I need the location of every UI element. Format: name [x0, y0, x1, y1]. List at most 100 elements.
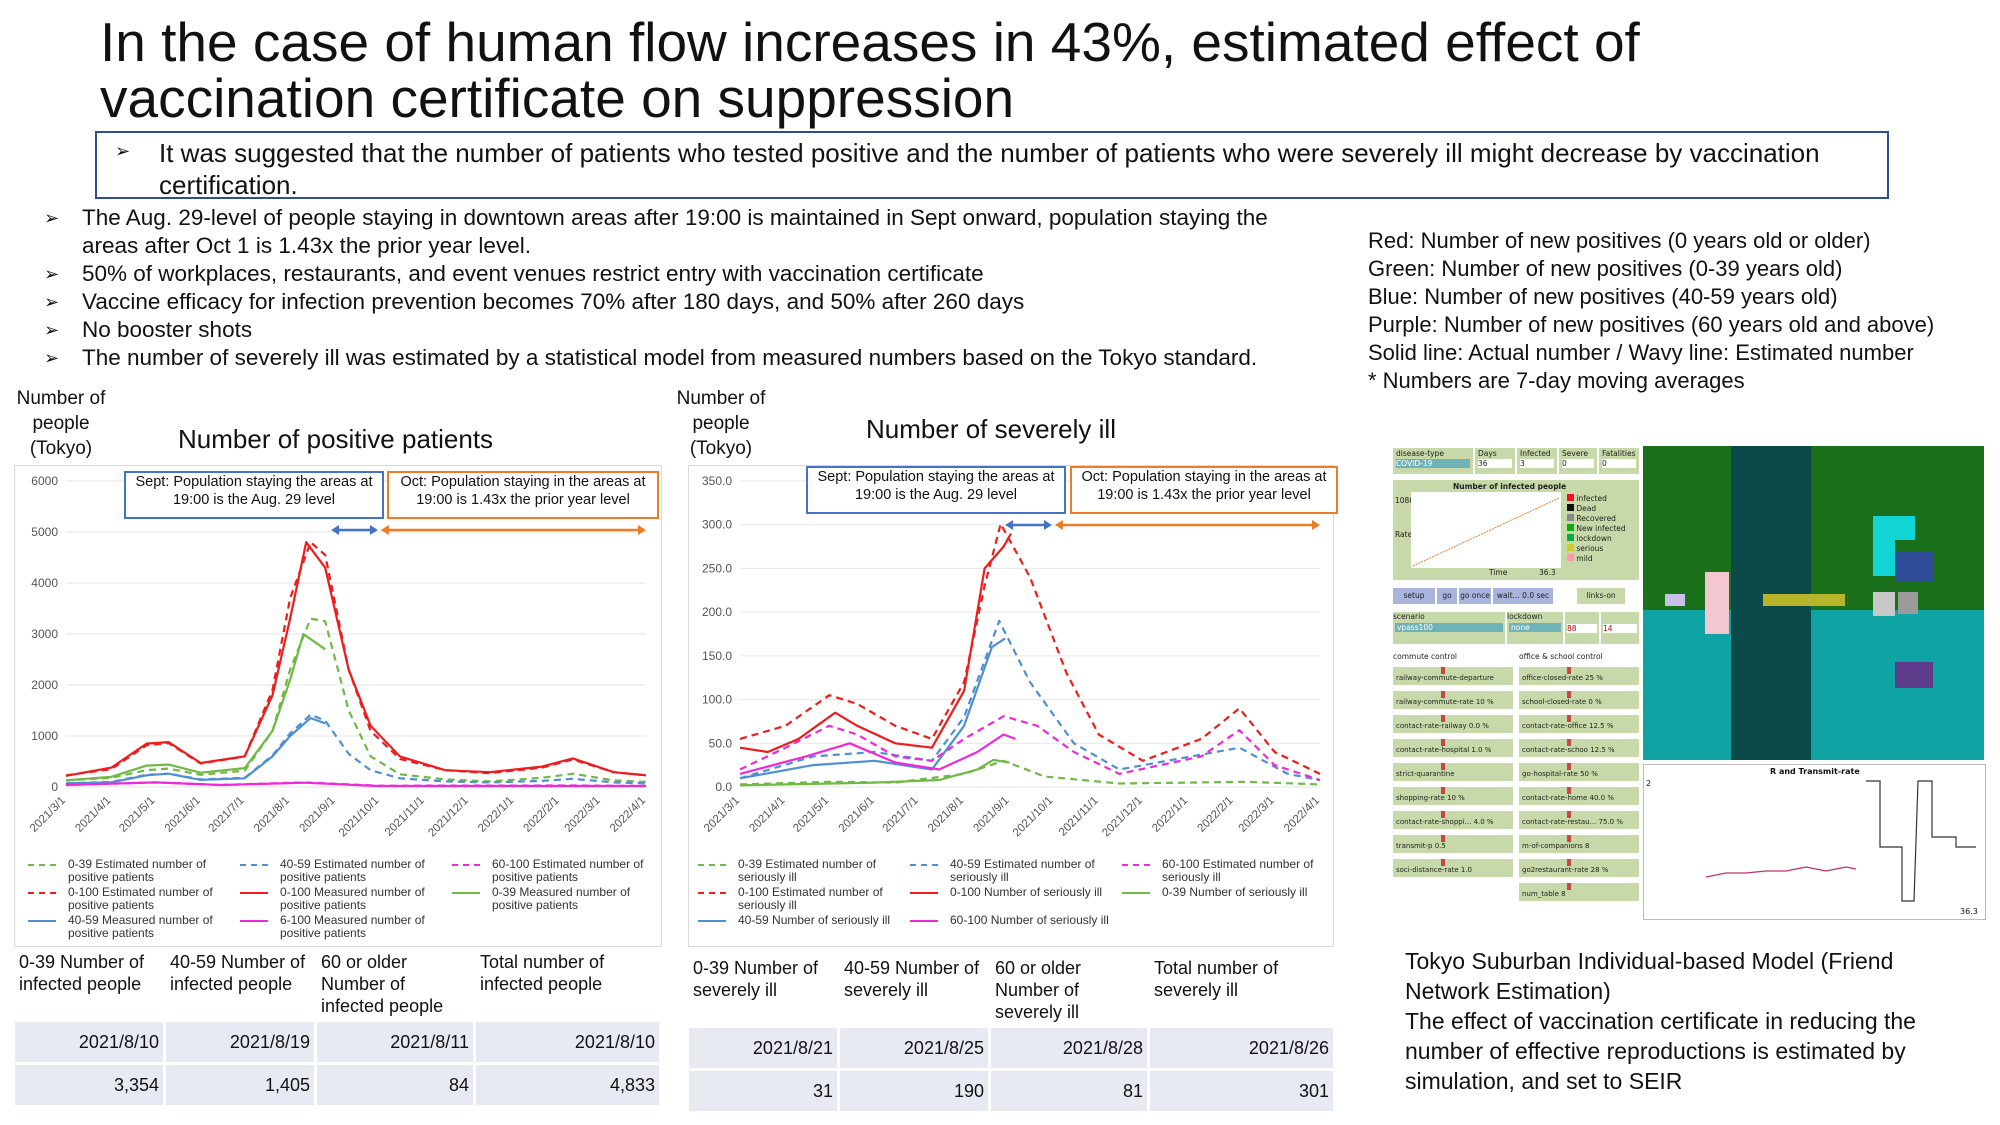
chart-positive-frame — [14, 465, 662, 947]
sim-infected-plot: Number of infected people 1080 Rate Time… — [1393, 480, 1639, 580]
sim-slider[interactable]: soci-distance-rate 1.0 — [1393, 859, 1513, 877]
bullet-text: 50% of workplaces, restaurants, and even… — [82, 261, 984, 286]
sim-slider[interactable]: school-closed-rate 0 % — [1519, 691, 1639, 709]
slider-knob[interactable] — [1567, 859, 1571, 866]
slider-knob[interactable] — [1441, 715, 1445, 722]
table-cell-value: 190 — [840, 1071, 988, 1111]
legend-swatch — [452, 864, 480, 866]
sim-slider[interactable]: contact-rate-home 40.0 % — [1519, 787, 1639, 805]
slider-knob[interactable] — [1441, 739, 1445, 746]
sim-slider[interactable]: contact-rate-hospital 1.0 % — [1393, 739, 1513, 757]
series-line — [65, 541, 647, 777]
world-block — [1705, 572, 1729, 634]
legend-label: 40-59 Estimated number of seriously ill — [950, 857, 1095, 884]
slider-knob[interactable] — [1441, 787, 1445, 794]
slider-knob[interactable] — [1441, 811, 1445, 818]
x-tick-label: 2022/1/1 — [476, 795, 516, 835]
legend-label: 6-100 Measured number of positive patien… — [280, 913, 425, 940]
slider-knob[interactable] — [1441, 763, 1445, 770]
sim-slider[interactable]: contact-rate-office 12.5 % — [1519, 715, 1639, 733]
sim-legend-item: mild — [1567, 554, 1626, 564]
sim-slider[interactable]: go2restaurant-rate 28 % — [1519, 859, 1639, 877]
sim-slider[interactable]: strict-quarantine — [1393, 763, 1513, 781]
series-line — [739, 715, 1321, 782]
table-header: 0-39 Number of infected people — [15, 949, 163, 1019]
sim-slider[interactable]: contact-rate-restau... 75.0 % — [1519, 811, 1639, 829]
end-input[interactable]: 14 — [1601, 612, 1639, 644]
sim-legend-item: serious — [1567, 544, 1626, 554]
sim-slider[interactable]: contact-rate-railway 0.0 % — [1393, 715, 1513, 733]
legend-swatch — [698, 864, 726, 866]
slider-knob[interactable] — [1567, 739, 1571, 746]
sim-slider[interactable]: railway-commute-departure — [1393, 667, 1513, 685]
rt-plot-xmax: 36.3 — [1960, 907, 1978, 916]
legend-line: Solid line: Actual number / Wavy line: E… — [1368, 340, 1914, 365]
legend-label: 60-100 Estimated number of positive pati… — [492, 857, 644, 884]
series-line — [739, 637, 1006, 780]
sim-legend-item: infected — [1567, 494, 1626, 504]
sim-field[interactable]: disease-type COVID-19 — [1393, 448, 1473, 474]
slide-title: In the case of human flow increases in 4… — [100, 11, 1640, 129]
x-tick-label: 2022/1/1 — [1150, 795, 1190, 835]
slider-knob[interactable] — [1441, 691, 1445, 698]
slider-knob[interactable] — [1567, 691, 1571, 698]
table-header: 0-39 Number of severely ill — [689, 955, 837, 1025]
legend-label: 0-39 Measured number of positive patient… — [492, 885, 631, 912]
sim-field: Days 36 — [1475, 448, 1515, 474]
legend-label: 0-100 Measured number of positive patien… — [280, 885, 425, 912]
x-tick-label: 2022/4/1 — [1282, 795, 1322, 835]
scenario-value: vpass100 — [1395, 623, 1503, 632]
slider-knob[interactable] — [1441, 667, 1445, 674]
slider-knob[interactable] — [1567, 667, 1571, 674]
sim-slider[interactable]: m-of-companions 8 — [1519, 835, 1639, 853]
arrow-bullet-icon: ➢ — [44, 208, 60, 228]
sim-slider[interactable]: contact-rate-schoo 12.5 % — [1519, 739, 1639, 757]
sim-slider[interactable]: transmit-p 0.5 — [1393, 835, 1513, 853]
legend-swatch — [1122, 892, 1150, 894]
slider-knob[interactable] — [1567, 715, 1571, 722]
sim-field: Fatalities 0 — [1599, 448, 1639, 474]
world-block — [1873, 516, 1895, 576]
slider-knob[interactable] — [1441, 835, 1445, 842]
oct-annotation-box: Oct: Population staying in the areas at … — [387, 471, 659, 519]
slider-knob[interactable] — [1567, 811, 1571, 818]
go-button[interactable]: go — [1437, 588, 1457, 604]
x-tick-label: 2022/3/1 — [563, 795, 603, 835]
sim-slider[interactable]: shopping-rate 10 % — [1393, 787, 1513, 805]
slider-knob[interactable] — [1567, 835, 1571, 842]
links-on-switch[interactable]: links-on — [1577, 588, 1625, 604]
y-tick-label: 100.0 — [702, 693, 732, 707]
bullet-item: ➢ 50% of workplaces, restaurants, and eve… — [40, 260, 1330, 288]
legend-label: 40-59 Number of seriously ill — [738, 913, 891, 927]
sim-legend-item: Recovered — [1567, 514, 1626, 524]
series-line — [65, 781, 647, 788]
table-cell-date: 2021/8/10 — [476, 1022, 659, 1062]
slider-knob[interactable] — [1567, 763, 1571, 770]
slider-label: contact-rate-office 12.5 % — [1522, 722, 1614, 730]
slider-knob[interactable] — [1441, 859, 1445, 866]
world-block — [1665, 594, 1685, 606]
sim-slider[interactable]: railway-commute-rate 10 % — [1393, 691, 1513, 709]
slider-label: soci-distance-rate 1.0 — [1396, 866, 1473, 874]
wait-slider[interactable]: wait... 0.0 sec — [1493, 588, 1553, 604]
go-once-button[interactable]: go once — [1459, 588, 1491, 604]
slider-knob[interactable] — [1567, 787, 1571, 794]
table-header: 40-59 Number of infected people — [166, 949, 314, 1019]
x-tick-label: 2021/3/1 — [28, 795, 68, 835]
sim-top-fields: disease-type COVID-19 Days 36 Infected 3 Se… — [1393, 446, 1639, 476]
table-header: 60 or older Number of infected people — [317, 949, 473, 1019]
sim-slider[interactable]: num_table 8 — [1519, 883, 1639, 901]
arrow-bullet-icon: ➢ — [44, 264, 60, 284]
start-input[interactable]: 88 — [1565, 612, 1599, 644]
sim-slider[interactable]: go-hospital-rate 50 % — [1519, 763, 1639, 781]
sim-field: Infected 3 — [1517, 448, 1557, 474]
sim-slider[interactable]: contact-rate-shoppi... 4.0 % — [1393, 811, 1513, 829]
chart-positive: 0 1000 2000 3000 4000 5000 6000 2021/3/1 2021/4/… — [28, 474, 648, 839]
slider-label: school-closed-rate 0 % — [1522, 698, 1602, 706]
slider-knob[interactable] — [1567, 883, 1571, 890]
chart-severe-frame — [688, 465, 1334, 947]
lockdown-dropdown[interactable]: lockdown none — [1507, 612, 1563, 644]
scenario-dropdown[interactable]: scenario vpass100 — [1393, 612, 1505, 644]
sim-slider[interactable]: office-closed-rate 25 % — [1519, 667, 1639, 685]
setup-button[interactable]: setup — [1393, 588, 1435, 604]
